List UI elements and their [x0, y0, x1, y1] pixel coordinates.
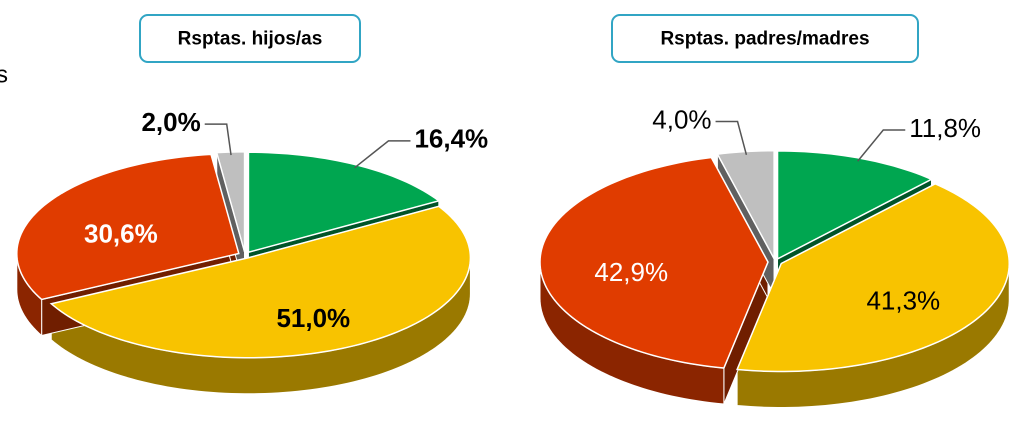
slice	[736, 183, 1009, 373]
slice	[539, 156, 769, 369]
title-box	[611, 14, 919, 63]
data-label: 11,8%	[909, 113, 981, 143]
leader-line	[715, 120, 748, 155]
slice-tops	[539, 149, 1009, 373]
leader-line	[857, 129, 906, 162]
slice	[16, 153, 240, 301]
data-label: 41,3%	[866, 286, 940, 316]
data-label: 30,6%	[84, 218, 158, 248]
data-label: 16,4%	[414, 124, 488, 154]
slice-tops	[16, 151, 472, 359]
title-box	[139, 14, 361, 63]
labels: 11,8% 41,3% 42,9% 4,0%	[594, 104, 981, 315]
slice	[49, 205, 472, 359]
data-label: 51,0%	[276, 303, 350, 333]
chart-title: Rsptas. hijos/as	[178, 29, 323, 50]
chart-title: Rsptas. padres/madres	[660, 29, 869, 50]
data-label: 4,0%	[652, 104, 711, 134]
data-label: 42,9%	[594, 257, 668, 287]
data-label: 2,0%	[141, 107, 200, 137]
leader-line	[354, 140, 411, 169]
annotation: s	[0, 61, 8, 88]
leader-line	[204, 123, 232, 156]
labels: 16,4% 51,0% 30,6% 2,0%	[84, 107, 488, 333]
